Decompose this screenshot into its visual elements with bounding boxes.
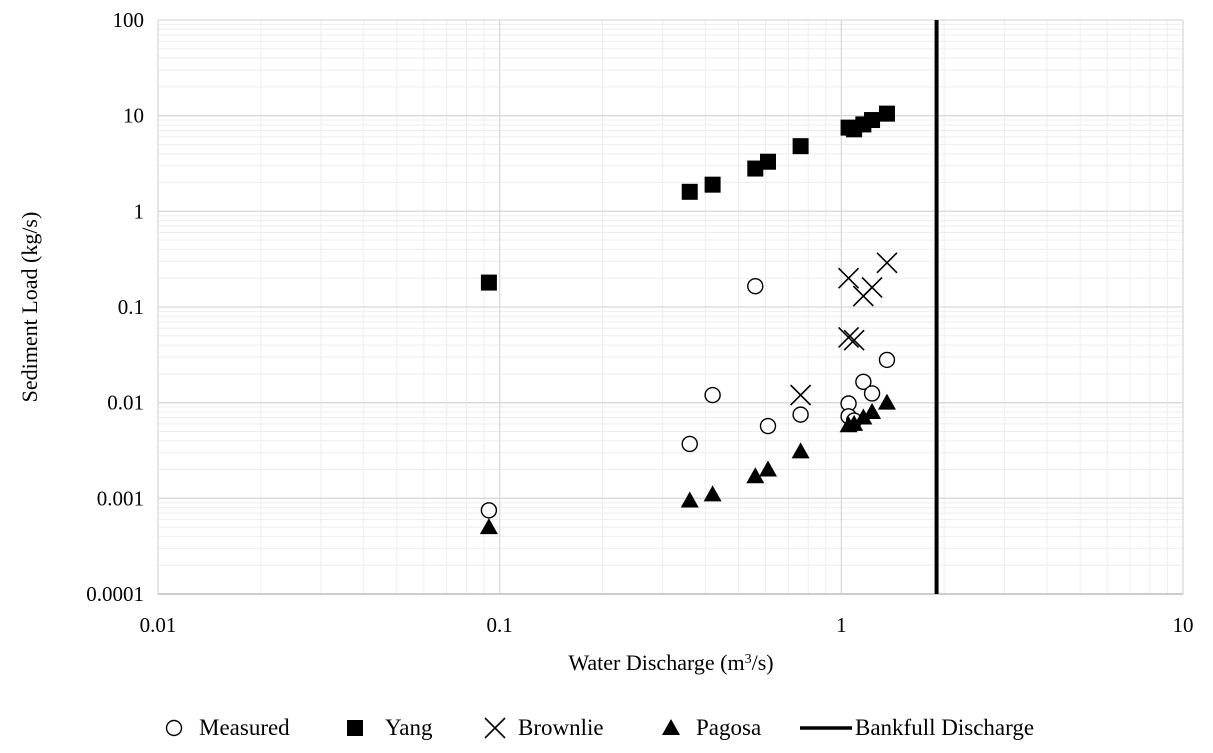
y-tick-label: 0.01 — [107, 391, 144, 415]
y-tick-label: 1 — [134, 199, 145, 223]
legend-label: Yang — [385, 715, 433, 740]
yang-point — [759, 153, 776, 170]
measured-point — [759, 417, 777, 435]
yang-point — [864, 112, 881, 129]
legend-key-measured — [165, 719, 183, 737]
measured-point — [704, 386, 721, 404]
pagosa-point — [877, 393, 896, 410]
x-stroke — [790, 384, 812, 406]
brownlie-point — [843, 329, 865, 351]
legend-item-brownlie: Brownlie — [484, 715, 604, 740]
legend-label: Brownlie — [518, 715, 604, 740]
x-tick-label: 10 — [1173, 613, 1194, 637]
measured-point — [855, 373, 872, 391]
brownlie-point — [876, 252, 898, 274]
brownlie-point — [838, 267, 860, 289]
yang-point — [681, 183, 698, 200]
brownlie-point — [790, 384, 812, 406]
data-marks — [479, 105, 898, 535]
x-tick-label: 1 — [836, 613, 847, 637]
yang-point — [792, 138, 809, 155]
pagosa-point — [791, 442, 810, 459]
x-tick-label: 0.1 — [487, 613, 513, 637]
x-axis-title: Water Discharge (m3/s) — [568, 650, 773, 675]
pagosa-point — [479, 518, 498, 535]
x-stroke — [861, 276, 883, 299]
pagosa-point — [863, 402, 882, 419]
legend-label: Measured — [199, 715, 290, 740]
measured-point — [747, 277, 764, 295]
measured-point — [681, 435, 698, 453]
pagosa-point — [845, 414, 864, 431]
y-tick-label: 0.001 — [97, 486, 144, 510]
pagosa-point — [758, 460, 777, 477]
legend-key-pagosa — [662, 719, 680, 735]
x-stroke — [876, 252, 898, 274]
legend-key-brownlie — [484, 717, 506, 739]
legend-key-yang — [347, 720, 363, 736]
y-axis-title: Sediment Load (kg/s) — [17, 212, 42, 403]
legend-item-pagosa: Pagosa — [662, 715, 761, 740]
legend: Measured Yang Brownlie Pagosa Bankfull Disch… — [165, 715, 1034, 740]
x-tick-label: 0.01 — [140, 613, 177, 637]
legend-item-bankfull-discharge: Bankfull Discharge — [800, 715, 1034, 740]
y-tick-label: 0.1 — [118, 295, 144, 319]
yang-point — [480, 274, 497, 291]
pagosa-point — [854, 408, 873, 425]
legend-item-measured: Measured — [165, 715, 290, 740]
measured-point — [480, 502, 498, 519]
legend-label: Pagosa — [696, 715, 761, 740]
yang-point — [747, 160, 764, 177]
x-stroke — [838, 267, 860, 289]
measured-point — [878, 351, 896, 369]
x-stroke — [843, 329, 865, 351]
pagosa-point — [703, 485, 722, 502]
pagosa-point — [746, 467, 765, 484]
brownlie-point — [861, 276, 883, 299]
brownlie-point — [838, 326, 860, 349]
x-stroke — [484, 717, 506, 739]
legend-item-yang: Yang — [347, 715, 433, 740]
y-tick-label: 10 — [123, 104, 144, 128]
y-tick-label: 100 — [113, 8, 145, 32]
yang-point — [878, 105, 895, 122]
yang-point — [704, 176, 721, 193]
x-stroke — [838, 326, 860, 349]
legend-label: Bankfull Discharge — [855, 715, 1034, 740]
y-tick-label: 0.0001 — [86, 582, 144, 606]
pagosa-point — [680, 491, 699, 508]
tick-labels: 0.01 0.1 1 10 0.0001 0.001 0.01 0.1 1 10 100 — [86, 8, 1193, 637]
measured-point — [863, 385, 881, 402]
grid — [157, 19, 1184, 595]
measured-point — [792, 406, 809, 423]
